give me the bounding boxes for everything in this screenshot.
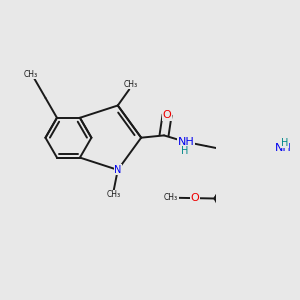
- Text: CH₃: CH₃: [124, 80, 138, 89]
- Text: CH₃: CH₃: [106, 190, 121, 199]
- Text: H: H: [181, 146, 188, 156]
- Text: CH₃: CH₃: [164, 193, 178, 202]
- Text: O: O: [163, 110, 172, 120]
- Text: NH: NH: [275, 143, 292, 153]
- Text: O: O: [190, 193, 199, 203]
- Text: H: H: [281, 138, 289, 148]
- Text: CH₃: CH₃: [24, 70, 38, 79]
- Text: NH: NH: [178, 137, 194, 147]
- Text: N: N: [114, 165, 122, 175]
